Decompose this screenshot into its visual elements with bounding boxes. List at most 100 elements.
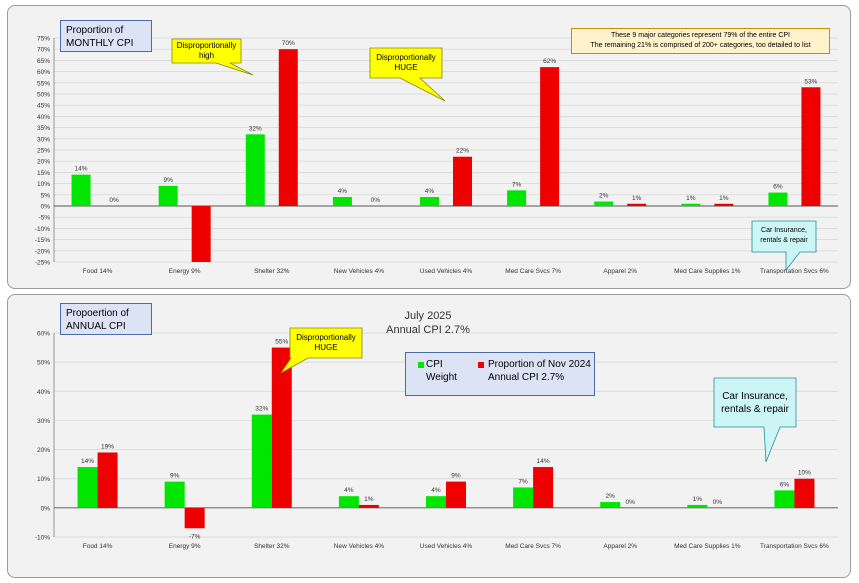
callout-huge-shape bbox=[369, 47, 446, 102]
bar-proportion bbox=[714, 203, 734, 206]
y-tick-label: -20% bbox=[35, 248, 50, 255]
data-label: 4% bbox=[338, 188, 348, 195]
data-label: 6% bbox=[773, 184, 783, 191]
data-label: 32% bbox=[255, 406, 268, 413]
y-tick-label: 60% bbox=[37, 331, 50, 338]
data-label: 0% bbox=[626, 499, 636, 506]
data-label: 0% bbox=[109, 197, 119, 204]
coverage-note-line: The remaining 21% is comprised of 200+ c… bbox=[590, 42, 811, 49]
data-label: 70% bbox=[282, 40, 295, 47]
category-label: Med Care Supplies 1% bbox=[674, 268, 741, 275]
bar-cpi-weight bbox=[768, 192, 788, 206]
callout-huge-line: Disproportionally bbox=[376, 53, 436, 62]
data-label: 14% bbox=[537, 458, 550, 465]
category-label: Apparel 2% bbox=[603, 268, 637, 275]
legend: CPI Weight Proportion of Nov 2024 Annual… bbox=[405, 352, 595, 396]
legend-label-line: Annual CPI 2.7% bbox=[488, 372, 565, 383]
category-label: Med Care Svcs 7% bbox=[505, 268, 561, 275]
data-label: 6% bbox=[780, 481, 790, 488]
category-label: Med Care Svcs 7% bbox=[505, 543, 561, 550]
legend-entry-proportion: Proportion of Nov 2024 Annual CPI 2.7% bbox=[488, 358, 591, 384]
bar-cpi-weight bbox=[681, 203, 701, 206]
bar-proportion bbox=[278, 49, 298, 207]
chart-title-line: July 2025 bbox=[404, 310, 452, 322]
y-tick-label: 40% bbox=[37, 114, 50, 121]
legend-entry-cpi-weight: CPI Weight bbox=[426, 358, 457, 384]
y-tick-label: 30% bbox=[37, 136, 50, 143]
y-tick-label: 20% bbox=[37, 159, 50, 166]
callout-car: Car Insurance, rentals & repair bbox=[752, 226, 816, 246]
category-label: Apparel 2% bbox=[603, 543, 637, 550]
bar-cpi-weight bbox=[594, 201, 614, 206]
callout-high: Disproportionally high bbox=[172, 41, 241, 61]
data-label: 9% bbox=[170, 473, 180, 480]
y-tick-label: -10% bbox=[35, 226, 50, 233]
bar-cpi-weight bbox=[600, 502, 621, 508]
bar-cpi-weight bbox=[332, 197, 352, 206]
bar-proportion bbox=[271, 347, 292, 508]
callout-car: Car Insurance, rentals & repair bbox=[714, 390, 796, 416]
coverage-note-line: These 9 major categories represent 79% o… bbox=[611, 32, 790, 39]
data-label: 4% bbox=[431, 487, 441, 494]
category-label: Food 14% bbox=[83, 543, 113, 550]
bar-proportion bbox=[453, 156, 472, 206]
bar-cpi-weight bbox=[164, 481, 185, 508]
monthly-cpi-panel: -25% -20% -15% -10% -5% 0% 5% 10% 15% 20% 25% 30% 35… bbox=[7, 5, 851, 289]
monthly-cpi-label-line: Proportion of bbox=[66, 25, 124, 36]
data-label: 0% bbox=[713, 499, 723, 506]
callout-huge: Disproportionally HUGE bbox=[290, 333, 362, 353]
legend-label-line: CPI bbox=[426, 359, 443, 370]
data-label: 9% bbox=[163, 177, 173, 184]
bar-cpi-weight bbox=[338, 496, 359, 508]
category-label: Shelter 32% bbox=[254, 268, 290, 275]
y-tick-label: 60% bbox=[37, 69, 50, 76]
category-label: Used Vehicles 4% bbox=[420, 268, 473, 275]
y-tick-label: 30% bbox=[37, 418, 50, 425]
y-tick-label: 25% bbox=[37, 148, 50, 155]
data-label: 7% bbox=[518, 478, 528, 485]
y-tick-label: -10% bbox=[35, 535, 50, 542]
bar-proportion bbox=[446, 481, 466, 508]
data-label: 9% bbox=[451, 473, 461, 480]
y-tick-label: 10% bbox=[37, 181, 50, 188]
callout-huge: Disproportionally HUGE bbox=[370, 53, 442, 73]
callout-car-shape bbox=[713, 377, 797, 463]
chart-title-line: Annual CPI 2.7% bbox=[386, 324, 470, 336]
category-label: Food 14% bbox=[83, 268, 113, 275]
data-label: 32% bbox=[249, 125, 262, 132]
bar-proportion bbox=[191, 206, 211, 262]
y-tick-label: 10% bbox=[37, 476, 50, 483]
top-callout-shapes bbox=[171, 38, 817, 272]
y-tick-label: 0% bbox=[41, 505, 51, 512]
y-tick-label: 45% bbox=[37, 103, 50, 110]
category-label: Transportation Svcs 6% bbox=[760, 268, 829, 275]
bar-proportion bbox=[184, 507, 205, 529]
category-label: Shelter 32% bbox=[254, 543, 290, 550]
y-tick-label: 40% bbox=[37, 389, 50, 396]
data-label: 0% bbox=[371, 197, 381, 204]
data-label: 1% bbox=[719, 195, 729, 202]
callout-car-line: rentals & repair bbox=[760, 237, 808, 244]
callout-car-line: Car Insurance, bbox=[722, 391, 788, 402]
bar-proportion bbox=[358, 504, 379, 508]
data-label: 55% bbox=[275, 339, 288, 346]
bar-cpi-weight bbox=[687, 504, 708, 508]
y-tick-label: 15% bbox=[37, 170, 50, 177]
callout-huge-line: Disproportionally bbox=[296, 333, 356, 342]
category-label: Energy 9% bbox=[169, 268, 201, 275]
annual-cpi-label-line: Propoertion of bbox=[66, 308, 129, 319]
bar-proportion bbox=[97, 452, 118, 508]
data-label: 1% bbox=[686, 195, 696, 202]
callout-high-line: Disproportionally bbox=[176, 41, 237, 50]
bar-cpi-weight bbox=[420, 197, 439, 206]
data-label: 1% bbox=[693, 496, 703, 503]
y-tick-label: 50% bbox=[37, 92, 50, 99]
annual-cpi-label-line: ANNUAL CPI bbox=[66, 321, 126, 332]
y-tick-label: -25% bbox=[35, 260, 50, 267]
y-tick-label: 70% bbox=[37, 47, 50, 54]
legend-swatch-cpi-weight bbox=[418, 362, 424, 368]
category-label: New Vehicles 4% bbox=[334, 268, 384, 275]
callout-high-shape bbox=[171, 38, 254, 76]
monthly-cpi-label-line: MONTHLY CPI bbox=[66, 38, 134, 49]
data-label: 4% bbox=[425, 188, 435, 195]
